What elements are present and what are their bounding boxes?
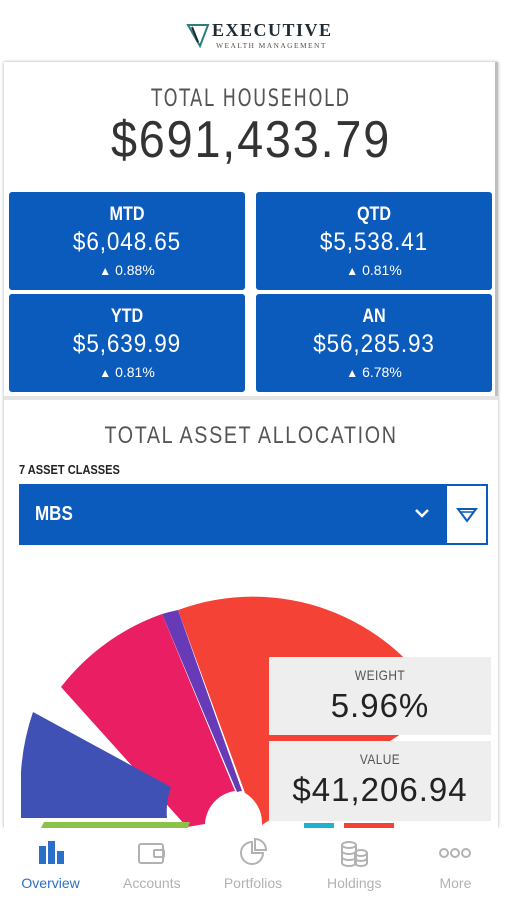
nav-label: Holdings [326, 875, 382, 891]
tile-change-value: 0.81% [362, 262, 402, 278]
up-triangle-icon: ▲ [346, 366, 359, 380]
segment-cyan [304, 823, 334, 828]
tile-change: ▲ 0.81% [9, 364, 245, 380]
brand-subtitle: WEALTH MANAGEMENT [216, 41, 327, 50]
chevron-down-icon [415, 509, 429, 518]
tile-change: ▲ 0.88% [9, 262, 245, 278]
up-triangle-icon: ▲ [99, 366, 112, 380]
logo-mark-icon [186, 24, 210, 48]
more-dots-icon [439, 848, 472, 858]
tile-mtd[interactable]: MTD $6,048.65 ▲ 0.88% [9, 192, 245, 290]
nav-label: Overview [21, 875, 80, 891]
tile-value: $5,639.99 [72, 330, 182, 358]
tile-value: $5,538.41 [319, 228, 429, 256]
nav-portfolios[interactable]: Portfolios [202, 828, 303, 900]
asset-allocation-title: TOTAL ASSET ALLOCATION [104, 422, 398, 449]
tile-change-value: 0.81% [115, 364, 155, 380]
tile-change: ▲ 6.78% [256, 364, 492, 380]
up-triangle-icon: ▲ [99, 264, 112, 278]
segment-green [41, 822, 190, 828]
tile-title: YTD [110, 306, 144, 327]
section-divider [4, 396, 498, 400]
bottom-nav: Overview Accounts Portfolios Holdings [0, 828, 506, 900]
tile-value: $56,285.93 [313, 330, 435, 358]
value-amount: $41,206.94 [292, 771, 468, 808]
brand-title: EXECUTIVE [212, 20, 333, 40]
tile-title: QTD [356, 204, 392, 225]
nav-overview[interactable]: Overview [0, 828, 101, 900]
nav-accounts[interactable]: Accounts [101, 828, 202, 900]
asset-class-select[interactable]: MBS [19, 484, 445, 545]
weight-panel: WEIGHT 5.96% [269, 657, 491, 735]
tile-change-value: 0.88% [115, 262, 155, 278]
value-label: VALUE [359, 751, 401, 767]
brand-logo: EXECUTIVE WEALTH MANAGEMENT [186, 18, 346, 54]
nav-label: Accounts [123, 875, 181, 891]
pie-chart-icon [240, 837, 268, 865]
segment-red-low [344, 823, 394, 828]
filter-triangle-icon [456, 508, 478, 523]
up-triangle-icon: ▲ [346, 264, 359, 278]
weight-value: 5.96% [330, 687, 430, 724]
tile-title: MTD [109, 204, 145, 225]
tile-value: $6,048.65 [72, 228, 182, 256]
tile-change: ▲ 0.81% [256, 262, 492, 278]
tile-title: AN [362, 306, 386, 327]
tile-an[interactable]: AN $56,285.93 ▲ 6.78% [256, 294, 492, 392]
total-household-value: $691,433.79 [110, 111, 392, 169]
nav-label: Portfolios [223, 875, 283, 891]
segment-purple [162, 610, 242, 792]
overview-content[interactable]: TOTAL HOUSEHOLD $691,433.79 MTD $6,048.6… [4, 62, 498, 828]
scrollbar[interactable] [495, 62, 498, 398]
nav-label: More [439, 875, 472, 891]
nav-holdings[interactable]: Holdings [304, 828, 405, 900]
weight-label: WEIGHT [354, 667, 406, 683]
filter-button[interactable] [445, 484, 488, 545]
tile-change-value: 6.78% [362, 364, 402, 380]
value-panel: VALUE $41,206.94 [269, 741, 491, 821]
segment-pink [61, 614, 235, 827]
nav-more[interactable]: More [405, 828, 506, 900]
wallet-icon [137, 843, 165, 864]
app-header: EXECUTIVE WEALTH MANAGEMENT [0, 0, 506, 62]
total-household-label: TOTAL HOUSEHOLD [151, 84, 351, 112]
asset-classes-count: 7 ASSET CLASSES [19, 462, 120, 477]
bar-chart-icon [38, 841, 64, 864]
tile-ytd[interactable]: YTD $5,639.99 ▲ 0.81% [9, 294, 245, 392]
segment-indigo [21, 712, 171, 818]
coins-icon [341, 841, 369, 867]
asset-class-selected: MBS [35, 503, 73, 525]
tile-qtd[interactable]: QTD $5,538.41 ▲ 0.81% [256, 192, 492, 290]
